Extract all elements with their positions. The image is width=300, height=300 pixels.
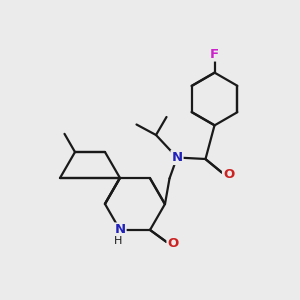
Text: O: O [223, 167, 234, 181]
Text: H: H [114, 236, 123, 246]
Text: F: F [210, 47, 219, 61]
Text: N: N [114, 224, 126, 236]
Text: O: O [167, 237, 179, 250]
Text: N: N [171, 151, 183, 164]
